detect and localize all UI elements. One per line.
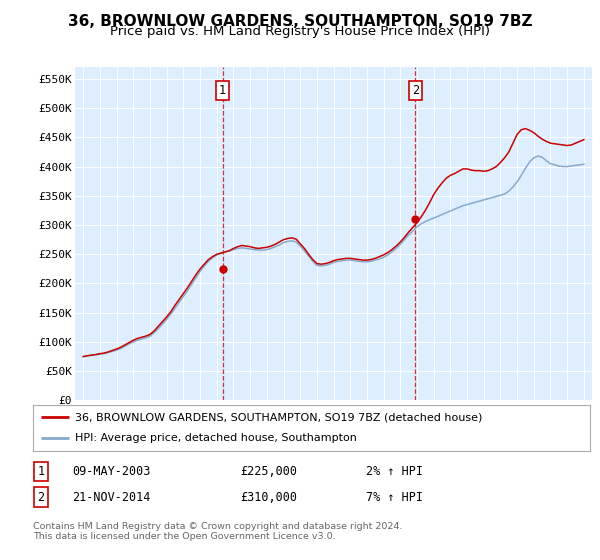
Text: 2: 2 <box>37 491 44 504</box>
Text: £225,000: £225,000 <box>240 465 297 478</box>
Text: 2% ↑ HPI: 2% ↑ HPI <box>366 465 423 478</box>
Text: 7% ↑ HPI: 7% ↑ HPI <box>366 491 423 504</box>
Text: 1: 1 <box>219 84 226 97</box>
Text: Contains HM Land Registry data © Crown copyright and database right 2024.
This d: Contains HM Land Registry data © Crown c… <box>33 522 403 542</box>
Text: £310,000: £310,000 <box>240 491 297 504</box>
Text: 36, BROWNLOW GARDENS, SOUTHAMPTON, SO19 7BZ: 36, BROWNLOW GARDENS, SOUTHAMPTON, SO19 … <box>68 14 532 29</box>
Text: 1: 1 <box>37 465 44 478</box>
Text: 36, BROWNLOW GARDENS, SOUTHAMPTON, SO19 7BZ (detached house): 36, BROWNLOW GARDENS, SOUTHAMPTON, SO19 … <box>75 412 482 422</box>
Text: HPI: Average price, detached house, Southampton: HPI: Average price, detached house, Sout… <box>75 433 356 444</box>
Text: 2: 2 <box>412 84 419 97</box>
Text: 21-NOV-2014: 21-NOV-2014 <box>72 491 151 504</box>
Text: Price paid vs. HM Land Registry's House Price Index (HPI): Price paid vs. HM Land Registry's House … <box>110 25 490 38</box>
Text: 09-MAY-2003: 09-MAY-2003 <box>72 465 151 478</box>
